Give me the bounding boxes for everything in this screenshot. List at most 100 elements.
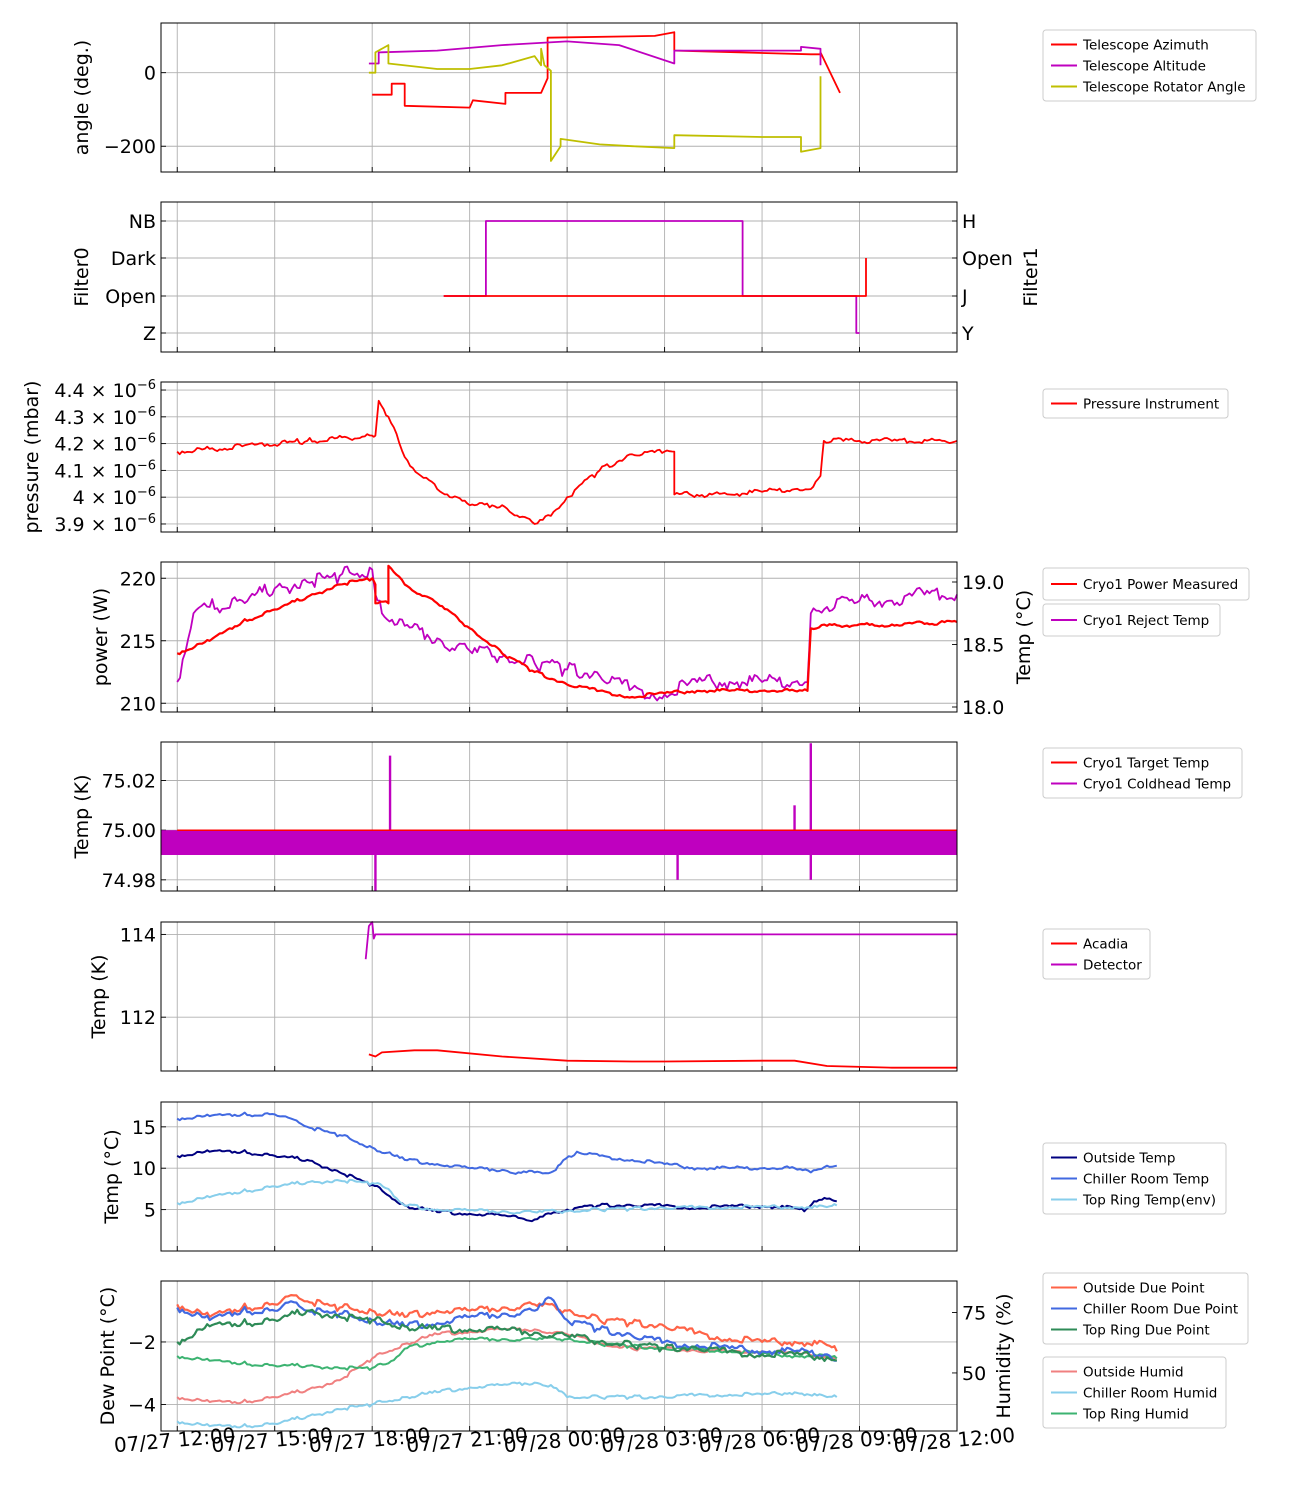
legend-frame <box>1042 1272 1249 1345</box>
legend: Cryo1 Power Measured <box>1042 567 1250 601</box>
y-tick-label: 4.4 × 10−6 <box>54 378 156 402</box>
y-tick-label: 4.1 × 10−6 <box>54 458 156 482</box>
axes-frame <box>160 1101 958 1252</box>
series-line <box>176 1293 838 1352</box>
y-axis-label: angle (deg.) <box>71 40 93 155</box>
legend-label: Outside Temp <box>1083 1151 1175 1167</box>
series-line <box>176 565 958 702</box>
y-tick-label: −2 <box>128 1332 156 1354</box>
x-gridlines <box>176 922 958 1071</box>
plot-area <box>161 1102 957 1251</box>
axes-frame <box>160 1280 958 1432</box>
legend-label: Top Ring Due Point <box>1082 1323 1210 1339</box>
y-tick-label: 4.2 × 10−6 <box>54 432 156 456</box>
legend-frame <box>1042 603 1221 637</box>
y-axis-label: Dew Point (°C) <box>97 1287 119 1426</box>
legend-frame <box>1042 388 1229 419</box>
y-tick-label: J <box>961 286 968 308</box>
x-gridlines <box>176 562 958 712</box>
legend: Pressure Instrument <box>1042 388 1229 419</box>
y-tick-label: 0 <box>144 63 156 85</box>
y-tick-label: NB <box>129 211 156 233</box>
legend-label: Pressure Instrument <box>1083 397 1219 413</box>
legend-label: Telescope Altitude <box>1082 59 1206 75</box>
legend-frame <box>1042 567 1250 601</box>
y-tick-label: Open <box>105 286 156 308</box>
series-line <box>176 1296 837 1362</box>
y-tick-label: 18.5 <box>962 635 1004 657</box>
legend-frame <box>1042 29 1257 102</box>
series-line <box>176 564 958 699</box>
legend-label: Telescope Azimuth <box>1082 38 1209 54</box>
y-axis-label: pressure (mbar) <box>21 381 43 534</box>
legend-label: Cryo1 Target Temp <box>1083 756 1209 772</box>
y-tick-label: 220 <box>120 568 156 590</box>
legend-label: Top Ring Humid <box>1082 1407 1189 1423</box>
legend: Acadia Detector <box>1042 928 1151 980</box>
legend: Outside Due Point Chiller Room Due Point T… <box>1042 1272 1249 1345</box>
series-line <box>176 1308 838 1363</box>
y-axis-label: Temp (K) <box>88 955 110 1040</box>
plot-area <box>161 202 957 352</box>
panel-1: 0 −200 angle (deg.) <box>71 22 958 173</box>
axes-frame <box>160 921 958 1072</box>
plot-area <box>161 382 957 532</box>
legend-label: Telescope Rotator Angle <box>1082 80 1246 96</box>
y-tick-label: Z <box>143 323 156 345</box>
series-line <box>364 921 957 960</box>
plot-area <box>161 922 957 1071</box>
series-line <box>176 1178 838 1215</box>
y-axis-label-right: Filter1 <box>1020 247 1042 306</box>
y-axis-label-right: Humidity (%) <box>993 1293 1015 1418</box>
legend: Outside Humid Chiller Room Humid Top Ring … <box>1042 1356 1227 1429</box>
axes-frame <box>160 741 958 892</box>
y-axis-label: power (W) <box>90 588 112 686</box>
legend-label: Chiller Room Humid <box>1083 1386 1217 1402</box>
y-tick-label: 75 <box>962 1302 986 1324</box>
y-tick-label: 10 <box>132 1158 156 1180</box>
legend-label: Cryo1 Reject Temp <box>1083 613 1209 629</box>
y-tick-label: 50 <box>962 1363 986 1385</box>
legend-frame <box>1042 747 1243 799</box>
y-tick-label: 112 <box>120 1007 156 1029</box>
series-line <box>176 1149 837 1223</box>
y-tick-label: Open <box>962 248 1013 270</box>
legend: Outside Temp Chiller Room Temp Top Ring Te… <box>1042 1142 1227 1215</box>
y-axis-label: Filter0 <box>71 247 93 306</box>
y-axis-label-right: Temp (°C) <box>1013 590 1035 685</box>
y-tick-label: 15 <box>132 1117 156 1139</box>
y-tick-label: −4 <box>128 1394 156 1416</box>
panel-4: 220 215 210 19.0 18.5 18.0 power (W) Temp (°C) <box>90 561 1035 719</box>
legend-label: Chiller Room Due Point <box>1083 1302 1238 1318</box>
y-tick-label: 18.0 <box>962 697 1004 719</box>
legend-label: Cryo1 Power Measured <box>1083 577 1238 593</box>
axes-frame <box>160 381 958 533</box>
y-tick-label: 3.9 × 10−6 <box>54 512 156 536</box>
coldhead-band <box>161 830 957 855</box>
y-axis-label: Temp (°C) <box>101 1129 123 1224</box>
legend-label: Detector <box>1083 958 1142 974</box>
axes-frame <box>160 561 958 713</box>
panel-8: −2 −4 75 50 Dew Point (°C) Humidity (%) <box>97 1280 1015 1432</box>
series-line <box>368 44 822 162</box>
y-tick-label: 4 × 10−6 <box>73 485 156 509</box>
y-tick-label: 114 <box>120 924 156 946</box>
legend-label: Acadia <box>1083 937 1128 953</box>
legend-frame <box>1042 1142 1227 1215</box>
y-tick-label: 75.00 <box>102 820 156 842</box>
series-line <box>372 31 841 109</box>
panel-2: NB Dark Open Z H Open JY Filter0 Filter1 <box>71 201 1042 353</box>
plot-area <box>161 742 957 891</box>
panel-5: 75.02 75.00 74.98 Temp (K) <box>71 741 958 892</box>
legend-label: Chiller Room Temp <box>1083 1172 1209 1188</box>
legend-label: Top Ring Temp(env) <box>1082 1193 1216 1209</box>
y-tick-label: 210 <box>120 693 156 715</box>
y-tick-label: 4.3 × 10−6 <box>54 405 156 429</box>
panel-6: 114 112 Temp (K) <box>88 921 958 1072</box>
series-line <box>176 1111 838 1175</box>
legend-label: Cryo1 Coldhead Temp <box>1083 777 1231 793</box>
panel-7: 15 10 5 Temp (°C) <box>101 1101 958 1252</box>
series-line <box>443 220 860 334</box>
